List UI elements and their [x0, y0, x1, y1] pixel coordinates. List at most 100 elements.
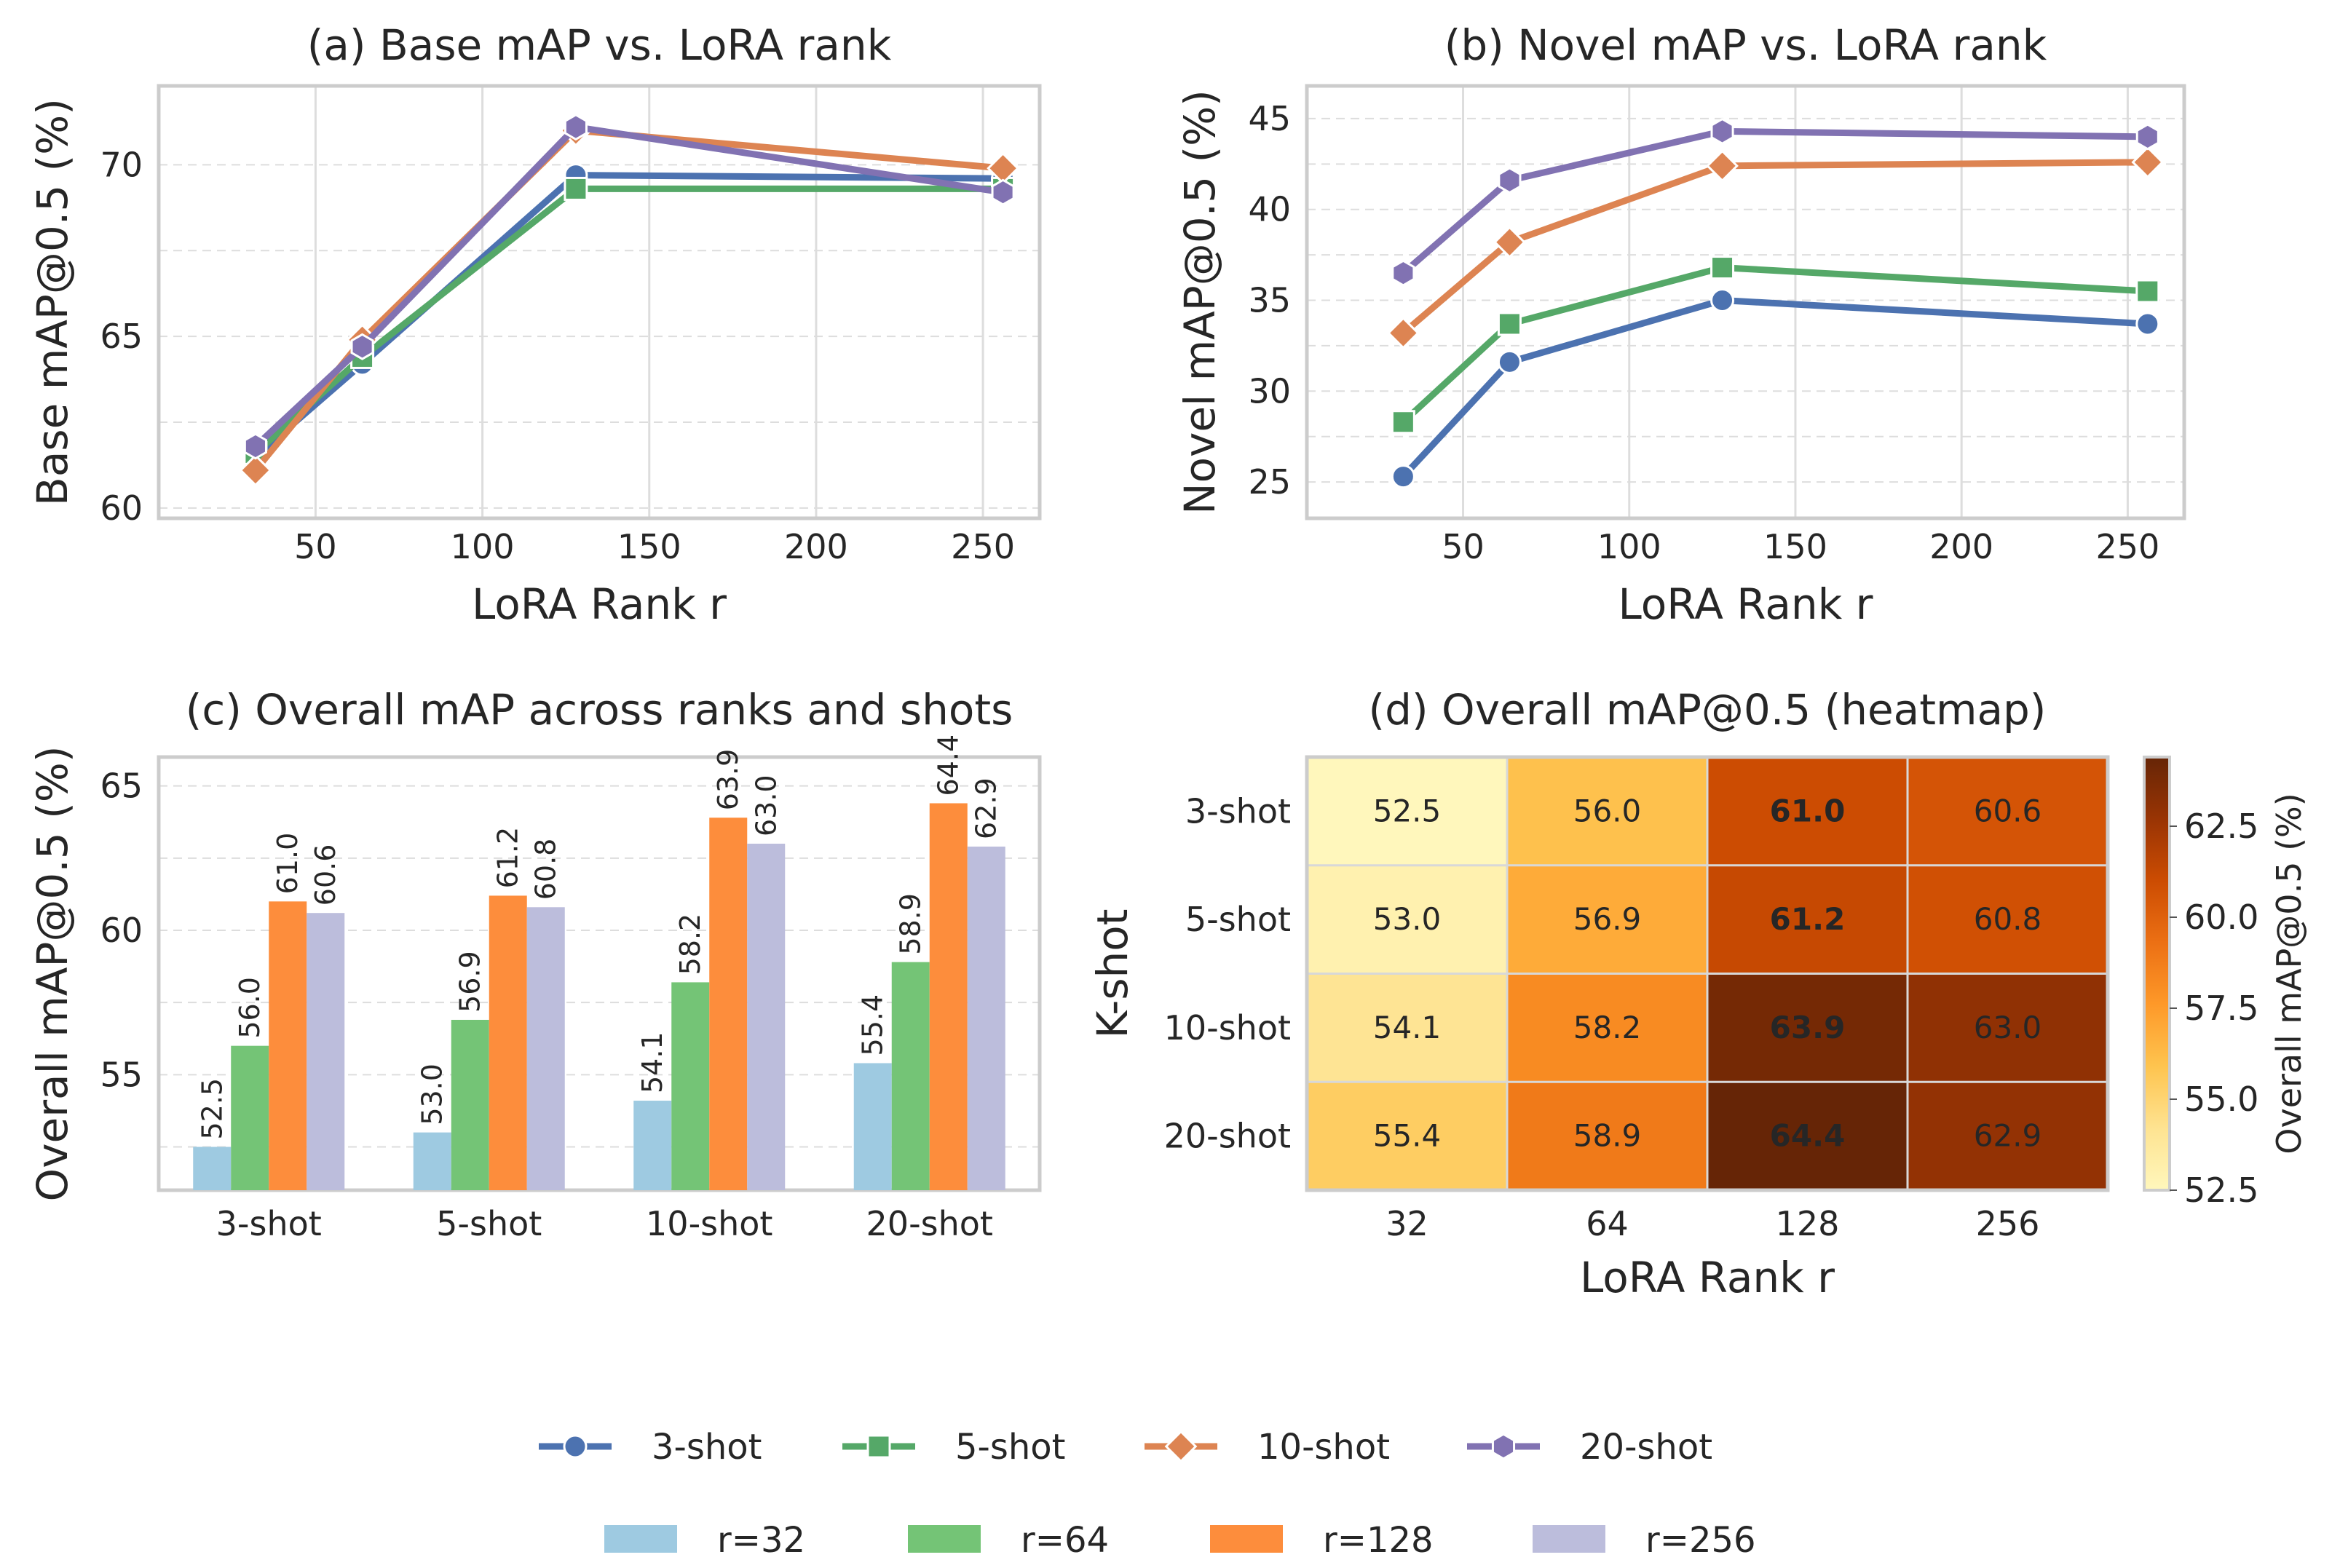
bar-value-label: 60.6: [309, 844, 341, 906]
point-3-shot: [1497, 349, 1522, 374]
heatmap-cell: [1507, 865, 1708, 974]
colorbar-tick-label: 57.5: [2184, 989, 2258, 1028]
series-line-20-shot: [253, 124, 1004, 449]
y-tick-label: 30: [1248, 371, 1291, 411]
point-5-shot: [1391, 410, 1415, 435]
heatmap-cell: [1908, 1082, 2108, 1191]
x-tick-label: 128: [1776, 1204, 1840, 1243]
heatmap-value-label: 58.9: [1573, 1118, 1642, 1154]
heatmap-value-label: 54.1: [1373, 1010, 1442, 1045]
heatmap-value-label: 64.4: [1770, 1118, 1846, 1154]
bar-r=128: [489, 895, 527, 1190]
bar-value-label: 58.2: [674, 914, 706, 975]
y-tick-label: 60: [100, 911, 143, 950]
bar-r=64: [671, 982, 710, 1190]
series-line-3-shot: [253, 172, 1003, 459]
heatmap-d: 52.5 56.0 61.0 60.6 53.0 56.9 61.2 60.8 54.1 58.2…: [1088, 685, 2309, 1302]
series-line-5-shot: [1401, 264, 2149, 425]
heatmap-value-label: 56.0: [1573, 793, 1642, 828]
y-tick-label: 3-shot: [1185, 791, 1291, 831]
point-10-shot: [1493, 226, 1526, 259]
heatmap-value-label: 56.9: [1573, 901, 1642, 937]
line-chart-b: 50 100 150 200 250 25 30 35 40 45 (b) Novel mAP vs…: [1175, 20, 2186, 629]
heatmap-value-label: 61.0: [1770, 793, 1846, 828]
y-axis-label: K-shot: [1088, 908, 1137, 1038]
legend-swatch-r=128: [1210, 1525, 1283, 1553]
y-tick-label: 55: [100, 1055, 143, 1094]
y-tick-label: 70: [100, 145, 143, 184]
category-label: 20-shot: [866, 1204, 993, 1243]
heatmap-cell: [1307, 973, 1508, 1082]
point-5-shot: [2135, 279, 2160, 304]
series-line-3-shot: [1401, 297, 2149, 479]
chart-title: (d) Overall mAP@0.5 (heatmap): [1369, 685, 2047, 734]
point-20-shot: [1498, 167, 1522, 194]
colorbar: [2143, 756, 2171, 1192]
point-20-shot: [564, 114, 588, 141]
point-3-shot: [1391, 464, 1415, 489]
point-20-shot: [991, 178, 1015, 206]
heatmap-value-label: 52.5: [1373, 793, 1442, 828]
heatmap-cell: [1507, 1082, 1708, 1191]
line-chart-a: 50 100 150 200 250 60 65 70 (a) Base mAP vs. LoR…: [28, 20, 1042, 629]
bar-r=128: [269, 901, 307, 1190]
heatmap-value-label: 53.0: [1373, 901, 1442, 937]
bar-r=256: [967, 846, 1005, 1190]
legend-label: 5-shot: [955, 1427, 1065, 1468]
axes-frame: [1305, 84, 2186, 520]
legend: 3-shot 5-shot 10-shot 20-shot r=32 r=64 r=128 r…: [539, 1427, 1756, 1561]
legend-swatch-r=32: [604, 1525, 677, 1553]
y-tick-label: 45: [1248, 99, 1291, 138]
y-axis-label: Base mAP@0.5 (%): [28, 98, 77, 506]
bar-value-label: 56.9: [454, 951, 486, 1013]
heatmap-cell: [1707, 973, 1908, 1082]
bar-value-label: 61.2: [492, 827, 524, 889]
y-tick-label: 5-shot: [1185, 900, 1291, 939]
point-20-shot: [1391, 259, 1415, 287]
y-tick-label: 10-shot: [1164, 1008, 1291, 1048]
x-tick-label: 100: [1597, 527, 1661, 566]
legend-label: 3-shot: [652, 1427, 762, 1468]
x-tick-label: 150: [617, 527, 681, 566]
colorbar-tick-label: 52.5: [2184, 1171, 2258, 1210]
legend-label: r=32: [717, 1520, 805, 1561]
x-tick-label: 250: [951, 527, 1015, 566]
point-3-shot: [2135, 312, 2160, 336]
legend-label: 10-shot: [1257, 1427, 1390, 1468]
point-5-shot: [1710, 256, 1735, 280]
bar-r=64: [891, 962, 930, 1190]
x-tick-label: 50: [1442, 527, 1485, 566]
heatmap-cell: [1707, 1082, 1908, 1191]
category-label: 5-shot: [436, 1204, 542, 1243]
bar-r=256: [747, 844, 786, 1190]
bar-r=256: [307, 913, 345, 1190]
x-tick-label: 32: [1386, 1204, 1428, 1243]
bar-r=32: [853, 1063, 892, 1190]
point-10-shot: [1706, 149, 1739, 183]
y-tick-label: 40: [1248, 190, 1291, 229]
point-3-shot: [1710, 288, 1735, 313]
y-tick-label: 60: [100, 488, 143, 528]
heatmap-cell: [1507, 973, 1708, 1082]
heatmap-cell: [1507, 757, 1708, 866]
y-axis-label: Overall mAP@0.5 (%): [28, 746, 77, 1202]
heatmap-value-label: 63.9: [1770, 1010, 1846, 1045]
legend-label: r=256: [1645, 1520, 1756, 1561]
series-line-5-shot: [253, 185, 1003, 456]
bar-r=32: [193, 1147, 232, 1190]
legend-marker-10-shot: [1164, 1430, 1198, 1463]
legend-label: r=64: [1021, 1520, 1109, 1561]
point-10-shot: [1386, 317, 1420, 349]
bar-value-label: 63.9: [712, 749, 744, 811]
legend-marker-20-shot: [1491, 1433, 1516, 1460]
point-20-shot: [1710, 117, 1734, 145]
category-label: 3-shot: [216, 1204, 322, 1243]
bar-r=64: [451, 1019, 489, 1190]
heatmap-cell: [1307, 865, 1508, 974]
colorbar-tick-label: 60.0: [2184, 898, 2258, 937]
bar-value-label: 62.9: [971, 777, 1003, 839]
bar-value-label: 64.4: [933, 734, 965, 796]
heatmap-value-label: 55.4: [1373, 1118, 1442, 1154]
series-line-20-shot: [1401, 127, 2148, 276]
legend-label: 20-shot: [1580, 1427, 1712, 1468]
